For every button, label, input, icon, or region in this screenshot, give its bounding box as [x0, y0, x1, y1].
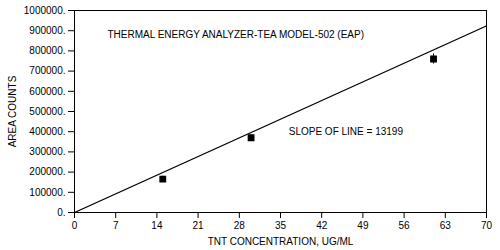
svg-text:21: 21 [193, 220, 205, 231]
svg-text:0: 0 [72, 220, 78, 231]
svg-text:200000.: 200000. [29, 166, 65, 177]
svg-text:TNT CONCENTRATION, UG/ML: TNT CONCENTRATION, UG/ML [208, 236, 354, 247]
svg-text:70: 70 [481, 220, 493, 231]
svg-text:900000.: 900000. [29, 25, 65, 36]
svg-text:300000.: 300000. [29, 146, 65, 157]
svg-text:500000.: 500000. [29, 106, 65, 117]
svg-text:35: 35 [275, 220, 287, 231]
svg-text:49: 49 [357, 220, 369, 231]
svg-text:600000.: 600000. [29, 86, 65, 97]
svg-text:1000000.: 1000000. [24, 5, 66, 16]
svg-text:7: 7 [113, 220, 119, 231]
svg-text:400000.: 400000. [29, 126, 65, 137]
svg-text:56: 56 [399, 220, 411, 231]
svg-text:700000.: 700000. [29, 65, 65, 76]
svg-text:14: 14 [151, 220, 163, 231]
svg-text:THERMAL ENERGY ANALYZER-TEA MO: THERMAL ENERGY ANALYZER-TEA MODEL-502 (E… [107, 29, 364, 40]
svg-text:0.: 0. [57, 207, 65, 218]
svg-text:800000.: 800000. [29, 45, 65, 56]
svg-text:42: 42 [316, 220, 328, 231]
svg-text:SLOPE OF LINE = 13199: SLOPE OF LINE = 13199 [289, 126, 404, 137]
svg-text:AREA COUNTS: AREA COUNTS [7, 75, 18, 147]
svg-text:63: 63 [440, 220, 452, 231]
svg-text:28: 28 [234, 220, 246, 231]
svg-text:100000.: 100000. [29, 187, 65, 198]
